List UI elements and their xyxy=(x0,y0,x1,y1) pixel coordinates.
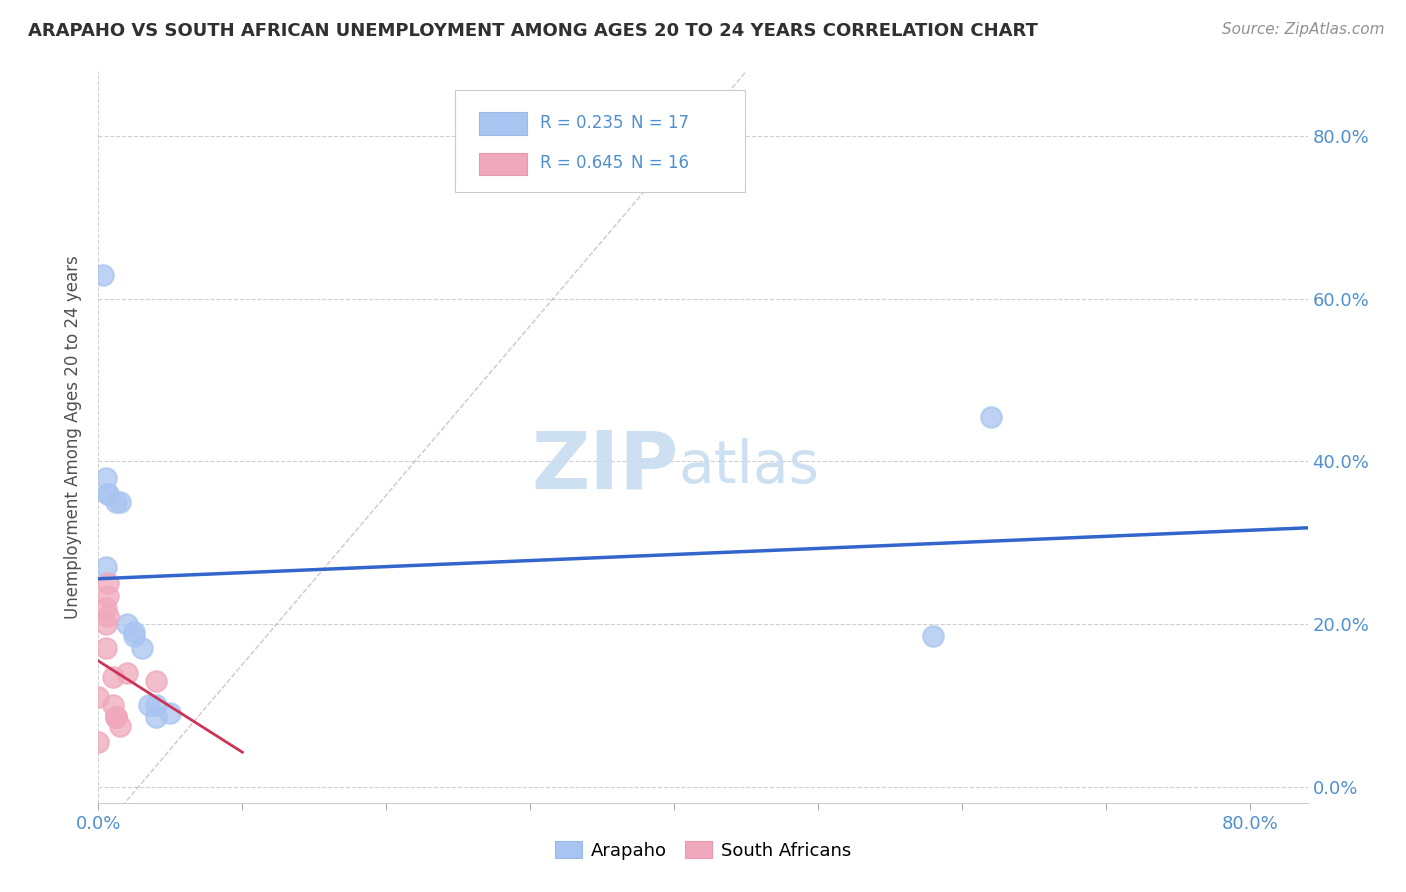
Point xyxy=(159,706,181,721)
Point xyxy=(97,487,120,501)
Point xyxy=(124,625,146,640)
Point xyxy=(97,608,120,623)
Point xyxy=(104,710,127,724)
Point xyxy=(104,495,127,509)
Point xyxy=(108,495,131,509)
Point xyxy=(91,268,114,282)
Point xyxy=(145,673,167,688)
Text: R = 0.645: R = 0.645 xyxy=(540,153,623,172)
Point xyxy=(94,600,117,615)
Point xyxy=(101,698,124,713)
Text: N = 17: N = 17 xyxy=(631,113,689,131)
Point xyxy=(104,710,127,724)
Point xyxy=(94,617,117,632)
Y-axis label: Unemployment Among Ages 20 to 24 years: Unemployment Among Ages 20 to 24 years xyxy=(65,255,83,619)
Point xyxy=(97,589,120,603)
Point xyxy=(922,629,945,643)
Text: ARAPAHO VS SOUTH AFRICAN UNEMPLOYMENT AMONG AGES 20 TO 24 YEARS CORRELATION CHAR: ARAPAHO VS SOUTH AFRICAN UNEMPLOYMENT AM… xyxy=(28,22,1038,40)
Point xyxy=(101,670,124,684)
Point xyxy=(97,576,120,591)
FancyBboxPatch shape xyxy=(456,90,745,192)
Point xyxy=(138,698,160,713)
Point xyxy=(145,698,167,713)
Point xyxy=(94,471,117,485)
FancyBboxPatch shape xyxy=(479,153,527,175)
Text: N = 16: N = 16 xyxy=(631,153,689,172)
Point xyxy=(87,735,110,749)
Point xyxy=(980,409,1002,424)
FancyBboxPatch shape xyxy=(479,112,527,135)
Point xyxy=(94,641,117,656)
Point xyxy=(115,665,138,680)
Text: R = 0.235: R = 0.235 xyxy=(540,113,624,131)
Point xyxy=(97,487,120,501)
Point xyxy=(87,690,110,705)
Point xyxy=(108,718,131,732)
Text: ZIP: ZIP xyxy=(531,427,679,506)
Legend: Arapaho, South Africans: Arapaho, South Africans xyxy=(547,834,859,867)
Point xyxy=(115,617,138,632)
Text: Source: ZipAtlas.com: Source: ZipAtlas.com xyxy=(1222,22,1385,37)
Point xyxy=(145,710,167,724)
Point xyxy=(124,629,146,643)
Point xyxy=(104,710,127,724)
Point xyxy=(131,641,153,656)
Point xyxy=(94,560,117,574)
Text: atlas: atlas xyxy=(679,438,820,495)
